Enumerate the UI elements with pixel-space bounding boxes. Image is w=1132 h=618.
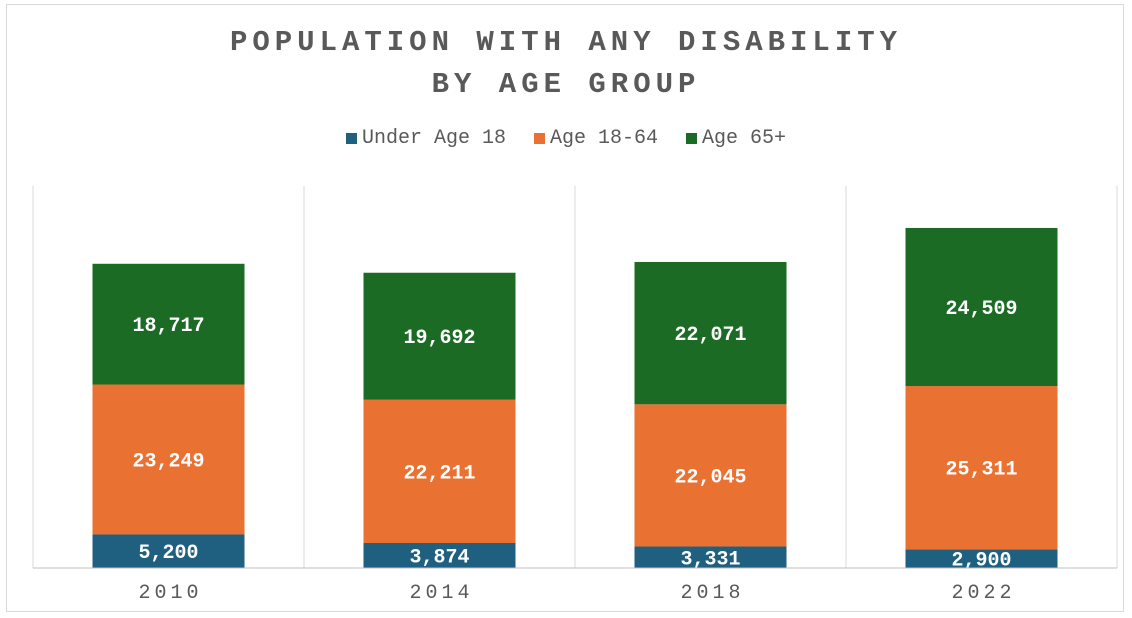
data-label-2022-series-2: 24,509: [945, 298, 1017, 321]
bar-2010-series-2: [92, 263, 245, 385]
chart-title-line-1: POPULATION WITH ANY DISABILITY: [229, 26, 903, 59]
bar-2018-series-0: [634, 546, 787, 568]
data-label-2014-series-1: 22,211: [403, 462, 475, 485]
legend-label-under-18: Under Age 18: [361, 127, 506, 150]
data-label-2022-series-0: 2,900: [951, 550, 1011, 573]
legend-swatch-under-18: [345, 133, 357, 144]
bar-2018-series-1: [634, 404, 787, 547]
bar-2010-series-1: [92, 384, 245, 535]
legend-swatch-65-plus: [686, 133, 698, 144]
x-tick-label-2014: 2014: [409, 582, 473, 605]
data-label-2010-series-1: 23,249: [132, 450, 204, 473]
legend-label-65-plus: Age 65+: [702, 127, 787, 150]
data-label-2018-series-0: 3,331: [680, 548, 740, 571]
bar-2014-series-1: [363, 399, 516, 544]
bar-2010-series-0: [92, 534, 245, 568]
data-label-2022-series-1: 25,311: [945, 459, 1017, 482]
x-tick-label-2010: 2010: [138, 582, 202, 605]
legend-item-under-18: Under Age 18: [345, 127, 506, 150]
bar-2018-series-2: [634, 261, 787, 405]
legend-label-18-64: Age 18-64: [549, 127, 659, 150]
x-tick-label-2022: 2022: [951, 582, 1015, 605]
chart-title-line-2: BY AGE GROUP: [431, 68, 701, 101]
data-label-2010-series-2: 18,717: [132, 315, 204, 338]
data-label-2018-series-1: 22,045: [674, 466, 746, 489]
legend-item-65-plus: Age 65+: [686, 127, 786, 150]
legend-item-18-64: Age 18-64: [533, 127, 659, 150]
bar-2022-series-1: [905, 386, 1058, 550]
legend: Under Age 18 Age 18-64 Age 65+: [0, 127, 1132, 150]
legend-swatch-18-64: [533, 133, 545, 144]
bar-2022-series-0: [905, 549, 1058, 568]
x-tick-label-2018: 2018: [680, 582, 744, 605]
bar-2014-series-0: [363, 543, 516, 568]
data-label-2014-series-0: 3,874: [409, 547, 469, 570]
data-label-2014-series-2: 19,692: [403, 327, 475, 350]
data-label-2010-series-0: 5,200: [138, 542, 198, 565]
bar-2022-series-2: [905, 227, 1058, 387]
bar-2014-series-2: [363, 272, 516, 400]
data-label-2018-series-2: 22,071: [674, 324, 746, 347]
